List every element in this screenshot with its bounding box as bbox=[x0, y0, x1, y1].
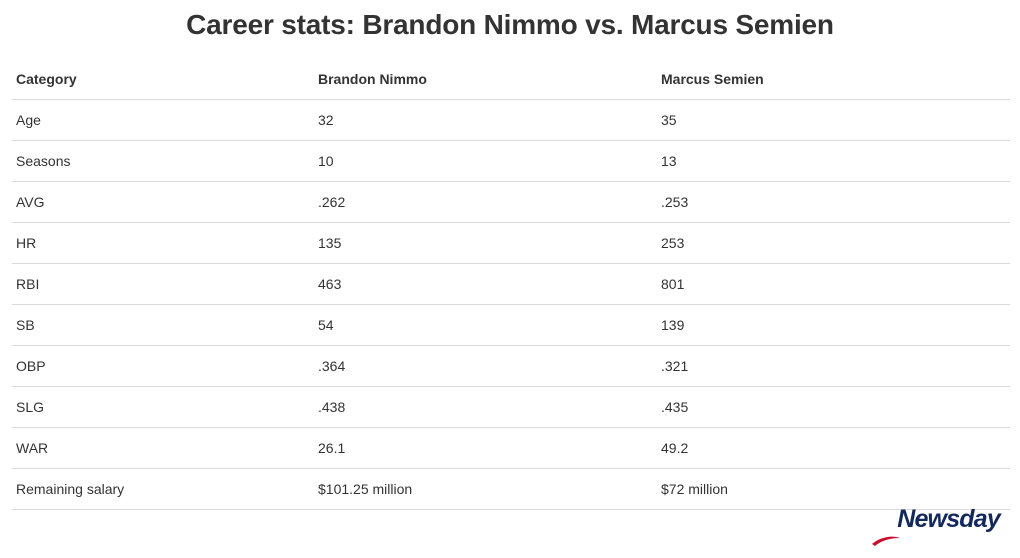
table-row: OBP .364.321 bbox=[12, 345, 1010, 387]
stats-table: Category Brandon Nimmo Marcus Semien Age… bbox=[12, 58, 1010, 510]
cell-category: Seasons bbox=[12, 140, 314, 182]
cell-category: AVG bbox=[12, 181, 314, 223]
cell-category: SLG bbox=[12, 386, 314, 428]
column-header-category: Category bbox=[12, 58, 314, 100]
cell-semien: 35 bbox=[657, 99, 1010, 141]
table-row: SB 54 139 bbox=[12, 304, 1010, 346]
table-row: HR 135 253 bbox=[12, 222, 1010, 264]
cell-nimmo: .262 bbox=[314, 181, 657, 223]
cell-category: WAR bbox=[12, 427, 314, 469]
newsday-logo-swoosh-icon bbox=[872, 536, 900, 546]
cell-category: OBP bbox=[12, 345, 314, 387]
cell-semien: .321 bbox=[657, 345, 1010, 387]
table-row: Remaining salary $101.25 million $72 milli… bbox=[12, 468, 1010, 510]
cell-nimmo: 54 bbox=[314, 304, 657, 346]
cell-semien: .435 bbox=[657, 386, 1010, 428]
table-row: RBI 463 801 bbox=[12, 263, 1010, 305]
cell-nimmo: 32 bbox=[314, 99, 657, 141]
cell-nimmo: 26.1 bbox=[314, 427, 657, 469]
cell-nimmo: 463 bbox=[314, 263, 657, 305]
cell-semien: 49.2 bbox=[657, 427, 1010, 469]
cell-category: RBI bbox=[12, 263, 314, 305]
table-header-row: Category Brandon Nimmo Marcus Semien bbox=[12, 58, 1010, 100]
table-row: Seasons 10 13 bbox=[12, 140, 1010, 182]
cell-category: Age bbox=[12, 99, 314, 141]
cell-semien: 253 bbox=[657, 222, 1010, 264]
cell-semien: 13 bbox=[657, 140, 1010, 182]
column-header-nimmo: Brandon Nimmo bbox=[314, 58, 657, 100]
cell-nimmo: 135 bbox=[314, 222, 657, 264]
table-row: SLG .438.435 bbox=[12, 386, 1010, 428]
cell-nimmo: $101.25 million bbox=[314, 468, 657, 510]
cell-semien: .253 bbox=[657, 181, 1010, 223]
table-body: Age 32 35 Seasons 10 13 AVG .262.253 HR 135 253 RBI… bbox=[12, 99, 1010, 510]
cell-nimmo: .364 bbox=[314, 345, 657, 387]
cell-semien: 801 bbox=[657, 263, 1010, 305]
table-row: Age 32 35 bbox=[12, 99, 1010, 141]
table-row: WAR 26.1 49.2 bbox=[12, 427, 1010, 469]
cell-nimmo: 10 bbox=[314, 140, 657, 182]
cell-semien: 139 bbox=[657, 304, 1010, 346]
newsday-logo-text: Newsday bbox=[897, 505, 1001, 533]
table-row: AVG .262.253 bbox=[12, 181, 1010, 223]
chart-title: Career stats: Brandon Nimmo vs. Marcus S… bbox=[186, 9, 834, 40]
cell-category: Remaining salary bbox=[12, 468, 314, 510]
cell-category: SB bbox=[12, 304, 314, 346]
cell-semien: $72 million bbox=[657, 468, 1010, 510]
cell-nimmo: .438 bbox=[314, 386, 657, 428]
newsday-logo: Newsday bbox=[870, 505, 1010, 548]
cell-category: HR bbox=[12, 222, 314, 264]
column-header-semien: Marcus Semien bbox=[657, 58, 1010, 100]
